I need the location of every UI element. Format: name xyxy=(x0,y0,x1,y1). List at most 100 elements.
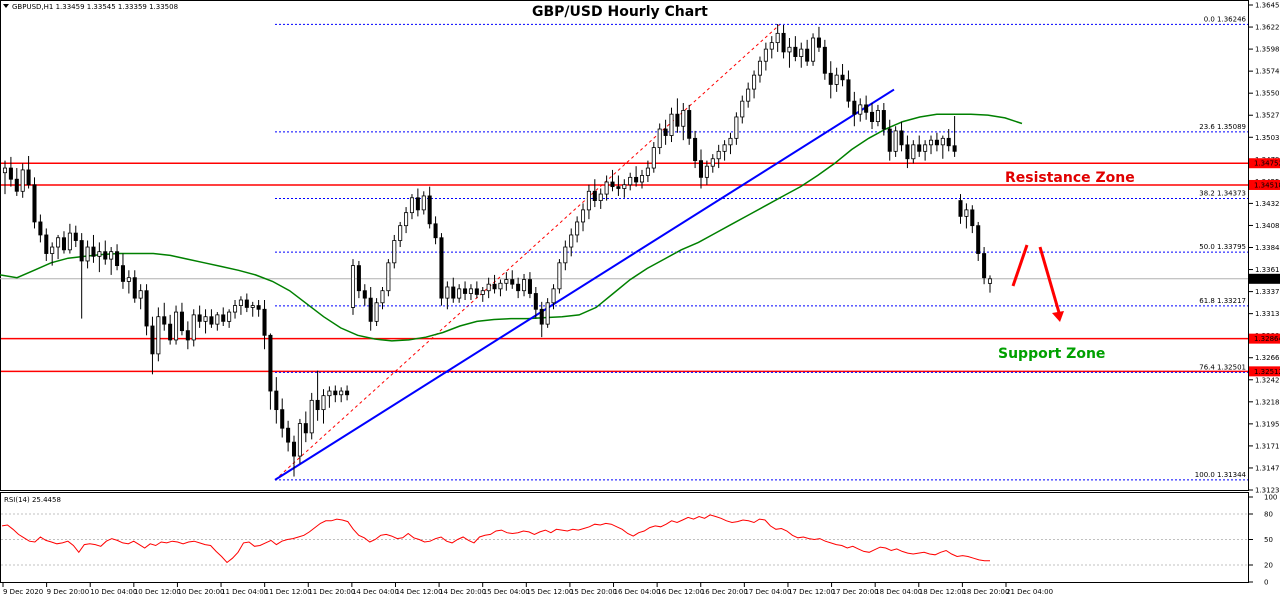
candle-body xyxy=(132,277,137,299)
candle-body xyxy=(474,288,479,295)
candle-body xyxy=(227,311,232,322)
candle-body xyxy=(704,165,709,178)
candle-body xyxy=(940,137,945,146)
candle-body xyxy=(2,167,8,174)
fib-level-label: 61.8 1.33217 xyxy=(1199,297,1246,305)
candle-body xyxy=(545,302,550,325)
candle-body xyxy=(811,37,816,62)
time-tick-label: 9 Dec 20:00 xyxy=(47,588,90,596)
candle-body xyxy=(858,104,863,115)
rsi-axis: 100 80 50 20 0 xyxy=(1249,494,1277,587)
time-tick-label: 10 Dec 12:00 xyxy=(134,588,181,596)
candle-body xyxy=(126,277,131,282)
candle-body xyxy=(439,237,444,299)
candle-body xyxy=(752,74,757,90)
rsi-frame xyxy=(0,492,1249,583)
price-tick-label: 1.31475 xyxy=(1255,464,1280,472)
candle-body xyxy=(421,195,426,211)
rsi-tick-label: 80 xyxy=(1264,511,1273,519)
time-tick-label: 18 Dec 20:00 xyxy=(962,588,1009,596)
candle-body xyxy=(345,390,350,396)
candle-body xyxy=(669,113,674,136)
candle-body xyxy=(952,145,957,152)
rsi-tick-label: 50 xyxy=(1264,536,1273,544)
candle-body xyxy=(286,427,291,443)
candle-body xyxy=(445,286,450,299)
candle-body xyxy=(250,305,255,308)
price-tick-label: 1.32185 xyxy=(1255,398,1280,406)
time-tick-label: 10 Dec 04:00 xyxy=(90,588,137,596)
candle-body xyxy=(20,169,25,192)
price-tick-label: 1.34320 xyxy=(1255,200,1280,208)
time-tick-label: 9 Dec 2020 xyxy=(3,588,43,596)
candle-body xyxy=(822,46,827,74)
fib-level-label: 23.6 1.35089 xyxy=(1199,123,1246,131)
moving-average-line xyxy=(0,113,1023,342)
candle-body xyxy=(911,144,916,160)
price-badge-label: 1.32864 xyxy=(1254,335,1280,343)
candle-body xyxy=(185,330,190,341)
candle-body xyxy=(480,290,485,295)
price-tick-label: 1.33610 xyxy=(1255,266,1280,274)
candle-body xyxy=(575,221,580,236)
candle-body xyxy=(174,311,179,341)
rsi-tick-label: 20 xyxy=(1264,562,1273,570)
candle-body xyxy=(91,246,96,257)
fib-level-label: 0.0 1.36246 xyxy=(1204,15,1247,23)
candle-body xyxy=(203,316,208,322)
candle-body xyxy=(156,316,161,355)
candle-body xyxy=(934,139,939,146)
price-badge-label: 1.33508 xyxy=(1254,275,1280,283)
fib-level-label: 76.4 1.32501 xyxy=(1199,363,1246,371)
candle-body xyxy=(97,251,102,257)
candle-body xyxy=(681,110,686,127)
rsi-line xyxy=(1,514,990,564)
candle-body xyxy=(504,279,509,284)
level-price-badge xyxy=(1249,333,1280,344)
candle-body xyxy=(50,246,55,254)
candle-body xyxy=(734,116,739,139)
candle-body xyxy=(350,265,356,308)
candle-body xyxy=(209,316,214,325)
candle-body xyxy=(598,193,603,201)
price-tick-label: 1.35505 xyxy=(1255,90,1280,98)
candle-body xyxy=(663,128,668,136)
candlesticks xyxy=(2,24,993,477)
candle-body xyxy=(740,100,745,118)
price-tick-label: 1.35035 xyxy=(1255,134,1280,142)
resistance-zone-label: Resistance Zone xyxy=(1005,170,1135,186)
candle-body xyxy=(970,209,975,227)
trendline-group xyxy=(274,88,895,481)
candle-body xyxy=(215,314,220,325)
candle-body xyxy=(398,225,403,241)
candle-body xyxy=(415,197,420,211)
candle-body xyxy=(710,158,715,167)
candle-body xyxy=(61,237,67,251)
price-tick-label: 1.31710 xyxy=(1255,442,1280,450)
price-badges: 1.34752 1.34518 1.32864 1.32512 1.33508 xyxy=(1249,158,1280,377)
candle-body xyxy=(840,74,845,81)
support-zone-label: Support Zone xyxy=(998,346,1105,362)
candle-body xyxy=(8,167,13,180)
fib-diagonal-path xyxy=(274,24,781,481)
price-tick-label: 1.31950 xyxy=(1255,420,1280,428)
candle-body xyxy=(769,42,774,50)
candle-body xyxy=(79,240,84,262)
price-tick-label: 1.36455 xyxy=(1255,2,1280,10)
candle-body xyxy=(846,79,851,102)
price-badge-label: 1.34518 xyxy=(1254,181,1280,189)
candle-body xyxy=(374,302,379,322)
candle-body xyxy=(657,128,662,149)
moving-average xyxy=(0,113,1023,342)
candle-body xyxy=(244,299,249,308)
candle-body xyxy=(928,139,934,146)
candle-body xyxy=(451,286,456,299)
candle-body xyxy=(533,293,538,310)
candle-body xyxy=(628,176,633,186)
candle-body xyxy=(586,190,591,211)
candle-body xyxy=(958,200,963,217)
candle-body xyxy=(899,130,904,146)
time-tick-label: 11 Dec 12:00 xyxy=(265,588,312,596)
fib-diagonal-line xyxy=(274,24,781,481)
candle-body xyxy=(221,314,226,322)
